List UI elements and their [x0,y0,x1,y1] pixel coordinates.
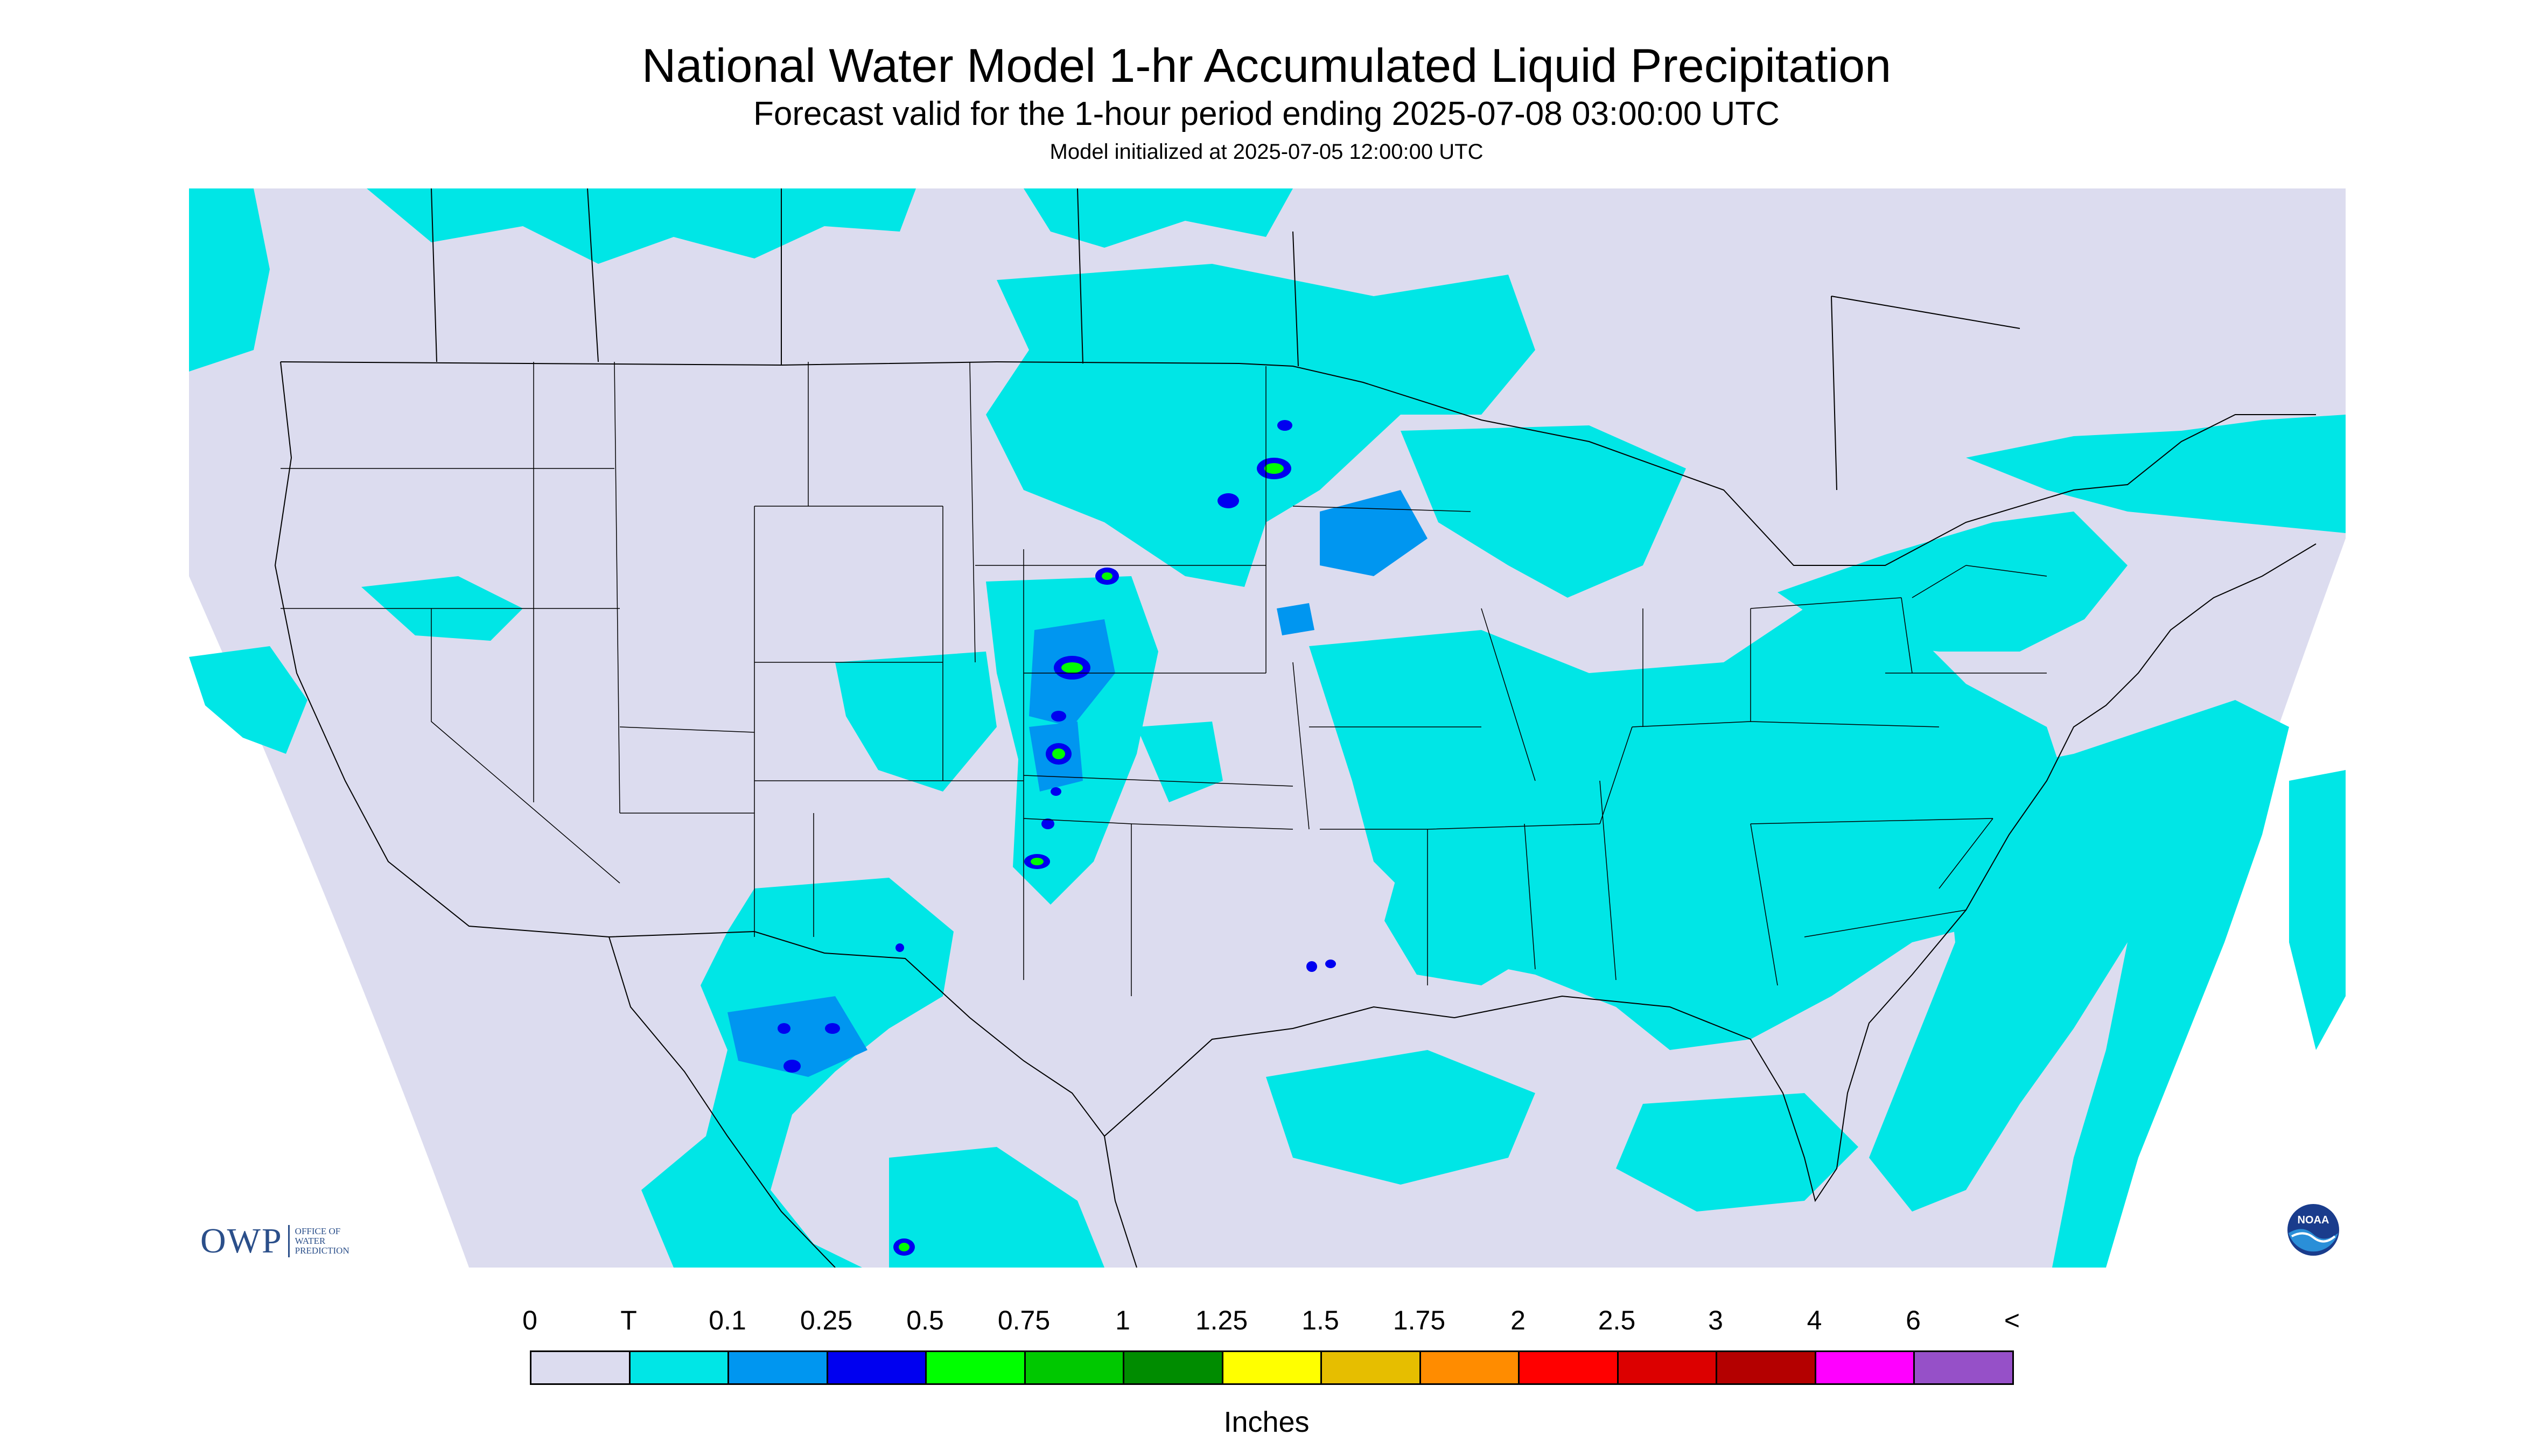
legend-label: 1 [1115,1305,1130,1335]
map-subtitle: Forecast valid for the 1-hour period end… [753,95,1780,132]
noaa-logo: NOAA [2287,1204,2339,1256]
legend-label: 2.5 [1598,1305,1636,1335]
legend-swatch [727,1350,828,1385]
owp-logo-divider [288,1225,290,1257]
conus-coastline [274,361,2317,1202]
legend-swatch [925,1350,1026,1385]
legend-label: 1.75 [1393,1305,1446,1335]
legend-label: 0.75 [997,1305,1051,1335]
precipitation-map [189,188,2346,1268]
legend-label: 0.1 [709,1305,746,1335]
legend-label: 1.25 [1195,1305,1248,1335]
legend-swatch [1221,1350,1322,1385]
legend-label: < [2004,1305,2020,1335]
model-init-line: Model initialized at 2025-07-05 12:00:00… [1049,140,1484,164]
canada-province-lines [431,188,2020,491]
political-boundaries [274,188,2317,1268]
legend-swatch [826,1350,927,1385]
legend-swatch [1024,1350,1124,1385]
legend-label: 4 [1807,1305,1822,1335]
us-mexico-border [608,930,1105,1137]
legend-label: 3 [1708,1305,1723,1335]
legend-swatch [628,1350,729,1385]
legend-swatch [1320,1350,1421,1385]
mexico-coast [608,936,1137,1268]
legend-label: 6 [1906,1305,1921,1335]
logo-owp: OWP OFFICE OF WATER PREDICTION [200,1222,349,1260]
legend-swatch [1518,1350,1619,1385]
legend-swatch [1913,1350,2014,1385]
owp-logo-mark: OWP [200,1221,283,1261]
us-canada-border [280,361,2316,566]
state-boundaries [281,361,2047,996]
moderate-precip-cells [778,420,1336,1256]
legend-label: 0 [522,1305,537,1335]
legend-label: 2 [1510,1305,1526,1335]
legend-label: T [620,1305,637,1335]
legend-swatch [1814,1350,1915,1385]
legend-swatch [1123,1350,1223,1385]
legend-label: 1.5 [1302,1305,1339,1335]
legend-units: Inches [1223,1406,1310,1438]
legend-swatch [1716,1350,1816,1385]
legend-swatch [1617,1350,1717,1385]
noaa-logo-text: NOAA [2298,1214,2329,1226]
no-data-region-left [189,576,469,1268]
legend-label: 0.25 [800,1305,853,1335]
legend-label: 0.5 [906,1305,944,1335]
legend-swatch [530,1350,631,1385]
map-title: National Water Model 1-hr Accumulated Li… [641,39,1892,92]
legend-swatch [1419,1350,1520,1385]
owp-logo-text: OFFICE OF WATER PREDICTION [295,1226,349,1256]
trace-precip-areas [189,188,2346,1268]
